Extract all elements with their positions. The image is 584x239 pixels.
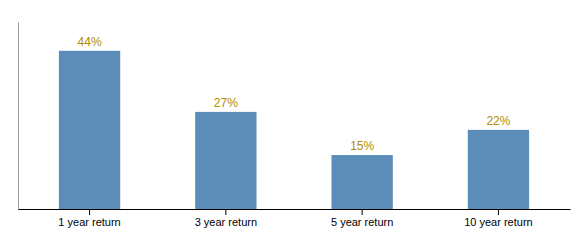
x-tick-mark <box>498 209 499 215</box>
bars <box>59 51 529 209</box>
bar <box>195 112 256 209</box>
x-tick-label: 10 year return <box>464 216 532 228</box>
x-tick: 1 year return <box>58 209 120 228</box>
plot: 1 year return 3 year return 5 year return 1… <box>19 23 571 228</box>
x-axis-line <box>19 209 571 210</box>
y-axis <box>18 23 19 210</box>
data-labels: 44% 27% 15% 22% <box>78 35 511 153</box>
x-tick: 3 year return <box>195 209 257 228</box>
data-label: 44% <box>78 35 102 49</box>
data-label: 15% <box>350 139 374 153</box>
x-tick-mark <box>225 209 226 215</box>
data-label: 27% <box>214 96 238 110</box>
x-tick-mark <box>362 209 363 215</box>
bar <box>331 155 392 209</box>
x-tick-label: 5 year return <box>331 216 393 228</box>
bar <box>468 130 529 209</box>
x-tick: 5 year return <box>331 209 393 228</box>
bar <box>59 51 120 209</box>
x-tick-label: 1 year return <box>58 216 120 228</box>
y-axis-line <box>18 23 19 210</box>
data-label: 22% <box>486 114 510 128</box>
x-tick: 10 year return <box>464 209 532 228</box>
chart-container: 1 year return 3 year return 5 year return 1… <box>0 0 584 239</box>
x-tick-label: 3 year return <box>195 216 257 228</box>
x-axis: 1 year return 3 year return 5 year return 1… <box>19 209 571 228</box>
chart-svg: 1 year return 3 year return 5 year return 1… <box>0 0 584 239</box>
x-tick-mark <box>89 209 90 215</box>
